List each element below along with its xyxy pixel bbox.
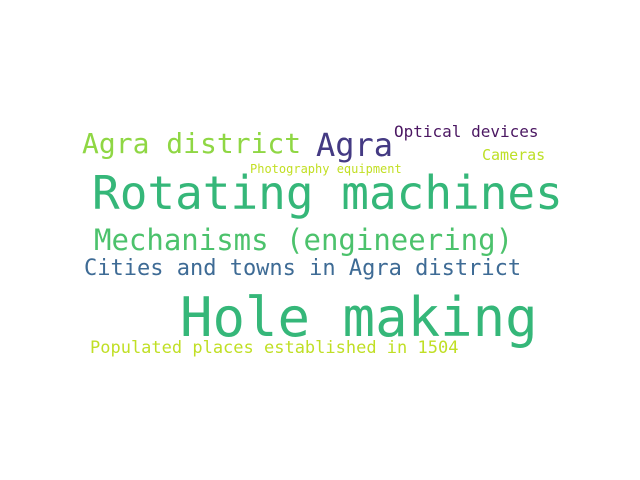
word-photography-equipment: Photography equipment (250, 162, 402, 176)
word-mechanisms-engineering: Mechanisms (engineering) (94, 223, 514, 257)
word-agra: Agra (316, 126, 394, 164)
word-optical-devices: Optical devices (394, 122, 539, 141)
word-cameras: Cameras (482, 146, 546, 164)
word-populated-places-established-in-1504: Populated places established in 1504 (90, 338, 459, 358)
word-rotating-machines: Rotating machines (92, 166, 563, 220)
word-cities-and-towns-in-agra-district: Cities and towns in Agra district (84, 256, 522, 281)
word-agra-district: Agra district (82, 127, 302, 160)
word-hole-making: Hole making (180, 286, 538, 349)
